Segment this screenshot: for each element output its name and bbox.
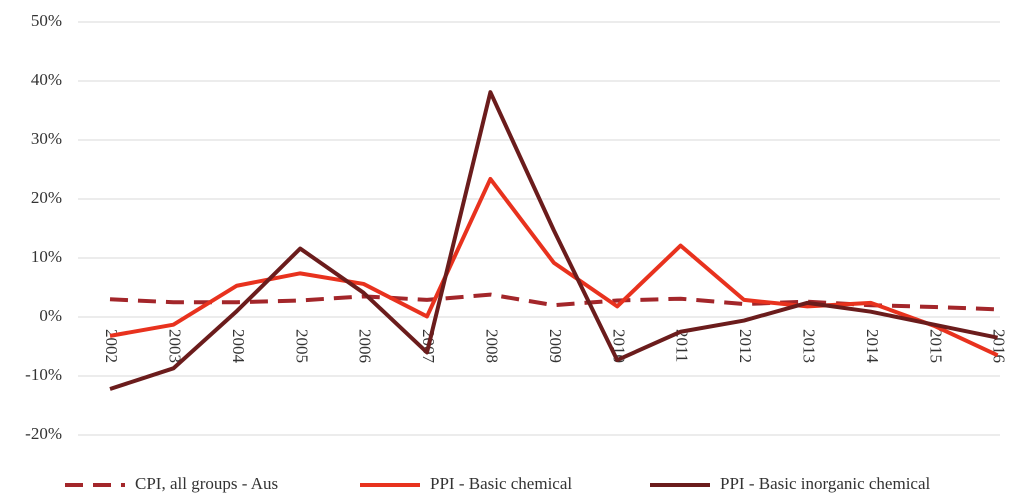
- x-tick-label: 2012: [736, 329, 755, 363]
- x-tick-label: 2006: [356, 329, 375, 363]
- y-tick-label: 40%: [31, 70, 62, 89]
- x-tick-label: 2015: [926, 329, 945, 363]
- x-tick-label: 2011: [673, 329, 692, 362]
- x-tick-label: 2005: [292, 329, 311, 363]
- x-tick-label: 2002: [102, 329, 121, 363]
- x-tick-label: 2014: [863, 329, 882, 364]
- y-tick-label: 10%: [31, 247, 62, 266]
- y-tick-label: 0%: [39, 306, 62, 325]
- y-tick-label: 30%: [31, 129, 62, 148]
- x-tick-label: 2004: [229, 329, 248, 364]
- legend-label: PPI - Basic inorganic chemical: [720, 474, 931, 493]
- x-tick-label: 2009: [546, 329, 565, 363]
- y-tick-label: -10%: [25, 365, 62, 384]
- y-tick-label: 50%: [31, 11, 62, 30]
- legend-label: CPI, all groups - Aus: [135, 474, 278, 493]
- series-line: [109, 90, 999, 391]
- series-line: [109, 176, 999, 358]
- x-tick-label: 2013: [799, 329, 818, 363]
- x-tick-label: 2016: [990, 329, 1009, 363]
- y-tick-label: -20%: [25, 424, 62, 443]
- x-tick-label: 2008: [482, 329, 501, 363]
- x-tick-label: 2003: [165, 329, 184, 363]
- legend-label: PPI - Basic chemical: [430, 474, 572, 493]
- y-tick-label: 20%: [31, 188, 62, 207]
